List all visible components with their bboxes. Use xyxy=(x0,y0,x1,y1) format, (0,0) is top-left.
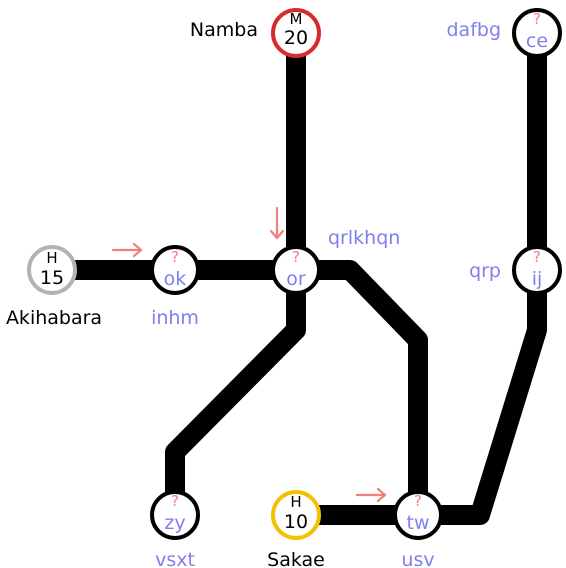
station-sakae[interactable]: H 10 Sakae xyxy=(267,490,325,568)
station-label: Namba xyxy=(190,19,258,41)
station-ring xyxy=(271,490,321,540)
line-or-zy xyxy=(165,260,306,525)
station-line-code: H xyxy=(290,493,301,511)
arrow-to-ok xyxy=(111,242,143,258)
station-line-code: M xyxy=(290,10,303,28)
station-line-code: H xyxy=(46,249,57,267)
station-ring xyxy=(27,245,77,295)
station-ring xyxy=(150,490,200,540)
station-namba[interactable]: M 20 Namba xyxy=(190,8,321,58)
station-code: ok xyxy=(164,268,187,290)
station-number: 20 xyxy=(284,27,308,49)
station-ring xyxy=(393,490,443,540)
station-label: qrlkhqn xyxy=(328,227,400,249)
station-code: ce xyxy=(526,30,548,52)
station-code: tw xyxy=(407,512,430,534)
station-ring xyxy=(512,8,562,58)
metro-lines xyxy=(42,23,547,525)
station-number: 10 xyxy=(284,511,308,533)
station-question-mark: ? xyxy=(414,492,422,510)
station-ring xyxy=(150,245,200,295)
station-question-mark: ? xyxy=(171,248,179,266)
station-question-mark: ? xyxy=(292,248,300,266)
line-sakae-tw-ij xyxy=(286,260,547,525)
station-label: vsxt xyxy=(155,549,195,568)
station-number: 15 xyxy=(40,267,64,289)
station-ce[interactable]: ? ce dafbg xyxy=(446,8,562,58)
station-ring xyxy=(271,245,321,295)
station-question-mark: ? xyxy=(533,10,541,28)
station-zy[interactable]: ? zy vsxt xyxy=(150,490,200,568)
station-ring xyxy=(512,245,562,295)
station-ring xyxy=(271,8,321,58)
station-question-mark: ? xyxy=(533,248,541,266)
station-label: Akihabara xyxy=(6,307,102,329)
station-code: ij xyxy=(532,268,543,290)
station-ok[interactable]: ? ok inhm xyxy=(150,245,200,329)
station-label: Sakae xyxy=(267,549,325,568)
station-label: usv xyxy=(401,549,434,568)
station-code: or xyxy=(286,268,306,290)
station-tw[interactable]: ? tw usv xyxy=(393,490,443,568)
station-label: qrp xyxy=(469,260,501,282)
station-akihabara[interactable]: H 15 Akihabara xyxy=(6,245,102,329)
station-or[interactable]: ? or qrlkhqn xyxy=(271,227,400,295)
station-code: zy xyxy=(164,512,185,534)
arrow-to-or xyxy=(269,206,285,240)
transfer-arrows xyxy=(111,206,387,503)
arrow-to-tw xyxy=(355,487,387,503)
line-or-tw xyxy=(286,260,428,525)
station-ij[interactable]: ? ij qrp xyxy=(469,245,562,295)
station-label: inhm xyxy=(151,307,199,329)
station-label: dafbg xyxy=(446,19,501,41)
station-question-mark: ? xyxy=(171,492,179,510)
